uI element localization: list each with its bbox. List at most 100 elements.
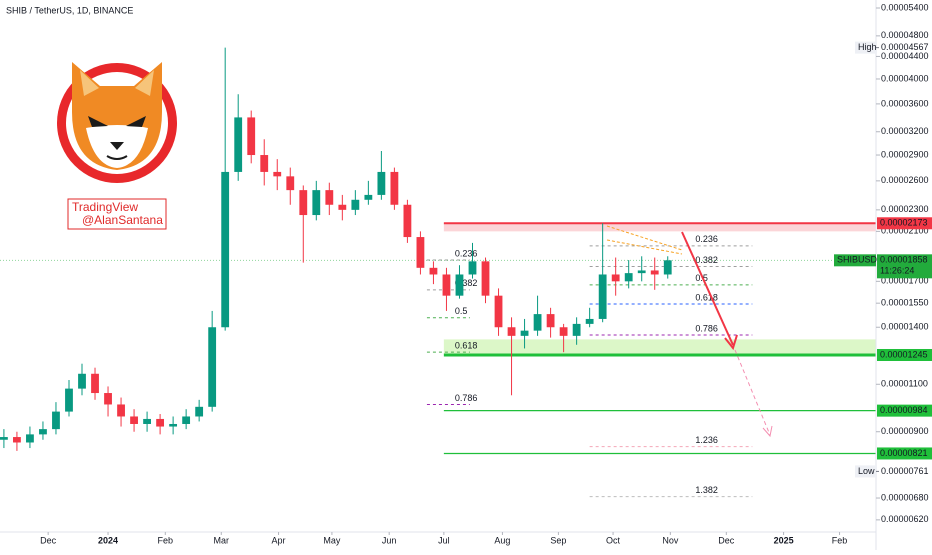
level-label: 0.00001245 (880, 349, 928, 359)
candle-body (91, 373, 99, 394)
x-tick-label: Jun (382, 535, 397, 545)
y-tick-label: 0.00001100 (881, 379, 928, 389)
candle-body (104, 393, 112, 405)
last-price-label: 0.00001858 (880, 255, 928, 265)
y-tick-label: 0.00004800 (881, 30, 929, 40)
candle-body (390, 171, 399, 205)
x-tick-label: Dec (718, 535, 735, 545)
x-tick-label: 2024 (98, 535, 118, 545)
y-tick-label: 0.00002100 (881, 226, 929, 236)
x-tick-label: Nov (662, 535, 679, 545)
candle-body (572, 323, 581, 336)
y-tick-label: 0.00002600 (881, 175, 929, 185)
candle-body (247, 117, 256, 156)
candle-body (377, 171, 386, 195)
candle-body (65, 388, 73, 412)
zones (443, 223, 876, 355)
fib-label: 0.236 (455, 248, 478, 258)
candle-body (624, 273, 633, 282)
last-price-name-box (834, 254, 876, 267)
fib-label: 0.618 (455, 341, 478, 351)
fib-label: 0.382 (695, 255, 718, 265)
candle-body (299, 190, 308, 216)
candle-body (533, 314, 542, 331)
candle-body (260, 155, 269, 172)
fib-label: 0.5 (695, 273, 708, 283)
candle-body (650, 270, 659, 275)
x-tick-label: Apr (272, 535, 286, 545)
candle-body (0, 437, 8, 440)
candle-body (325, 190, 334, 205)
y-tick-label: 0.00002900 (881, 149, 929, 159)
last-price-box (877, 254, 932, 279)
plot: 0.236 0.382 0.5 0.618 0.786 0.236 0.382 0.5 0.61… (0, 47, 876, 498)
candle-body (442, 274, 451, 296)
candle-body (481, 261, 490, 296)
candle-body (429, 267, 438, 275)
y-tick-label: 0.00000680 (881, 492, 929, 502)
candle-body (494, 295, 503, 328)
marker-tag (855, 41, 877, 54)
candle-body (234, 117, 243, 172)
y-tick-label: 0.00001550 (881, 298, 929, 308)
level-label-box (877, 447, 932, 460)
candle-body (663, 260, 672, 275)
candle-body (130, 416, 138, 424)
candle-body (273, 171, 282, 177)
projection-dashed (734, 349, 771, 436)
x-tick-label: Aug (494, 535, 510, 545)
fib-label: 0.236 (695, 234, 718, 244)
fib-label: 0.5 (455, 306, 468, 316)
candle-body (611, 274, 620, 282)
level-label-box (877, 404, 932, 417)
countdown: 11:26:24 (880, 266, 914, 276)
arrow-head (724, 334, 738, 351)
candle-body (182, 416, 191, 424)
candle-body (169, 423, 178, 427)
candle-body (221, 171, 230, 328)
candle-body (156, 418, 165, 427)
fib-label: 0.382 (455, 278, 478, 288)
y-tick-label: 0.00001700 (881, 276, 929, 286)
level-label: 0.00000984 (880, 405, 928, 415)
fib-label: 0.786 (695, 323, 718, 333)
candle-body (455, 274, 464, 296)
marker-name: High (858, 42, 877, 52)
fib-label: 1.236 (695, 435, 718, 445)
fib-label: 1.382 (695, 485, 718, 495)
x-tick-label: Sep (550, 535, 566, 545)
x-tick-label: May (323, 535, 341, 545)
candle-body (312, 190, 321, 216)
last-price-name: SHIBUSDT (837, 255, 883, 265)
y-tick-label: 0.00000620 (881, 514, 929, 524)
marker-name: Low (858, 466, 875, 476)
candle-body (13, 437, 21, 443)
candle-body (416, 237, 425, 268)
fib-label: 0.786 (455, 393, 478, 403)
watermark: @AlanSantana (82, 213, 163, 227)
fib-label: 0.618 (695, 292, 718, 302)
watermark-box (67, 198, 167, 230)
level-label: 0.00002173 (880, 218, 928, 228)
candle-body (637, 270, 646, 274)
candle-body (520, 330, 529, 336)
candle-body (559, 327, 568, 336)
y-tick-label: 0.00005400 (881, 2, 929, 12)
candle-body (143, 418, 151, 424)
arrow-head (762, 425, 773, 438)
x-tick-label: 2025 (774, 535, 794, 545)
zone (443, 339, 876, 355)
level-label-box (877, 217, 932, 230)
wedge-lines (606, 225, 683, 255)
y-tick-label: 0.00004400 (881, 51, 929, 61)
y-tick-label: 0.00000900 (881, 426, 929, 436)
candle-body (546, 314, 555, 328)
candle-body (338, 204, 347, 210)
candle-body (507, 327, 516, 336)
x-tick-label: Dec (40, 535, 57, 545)
candle-body (585, 318, 594, 324)
marker-label: 0.00004567 (881, 42, 929, 52)
x-tick-label: Feb (158, 535, 174, 545)
candle-body (195, 406, 204, 417)
